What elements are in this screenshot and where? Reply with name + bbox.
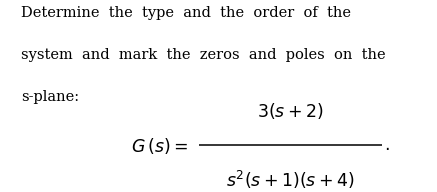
Text: s-plane:: s-plane: — [21, 90, 79, 104]
Text: $G\,(s) =$: $G\,(s) =$ — [131, 136, 188, 156]
Text: $3(s+2)$: $3(s+2)$ — [257, 101, 324, 121]
Text: $s^{2}(s+1)(s+4)$: $s^{2}(s+1)(s+4)$ — [226, 168, 355, 191]
Text: Determine  the  type  and  the  order  of  the: Determine the type and the order of the — [21, 6, 351, 20]
Text: system  and  mark  the  zeros  and  poles  on  the: system and mark the zeros and poles on t… — [21, 48, 385, 62]
Text: $.$: $.$ — [384, 137, 389, 154]
